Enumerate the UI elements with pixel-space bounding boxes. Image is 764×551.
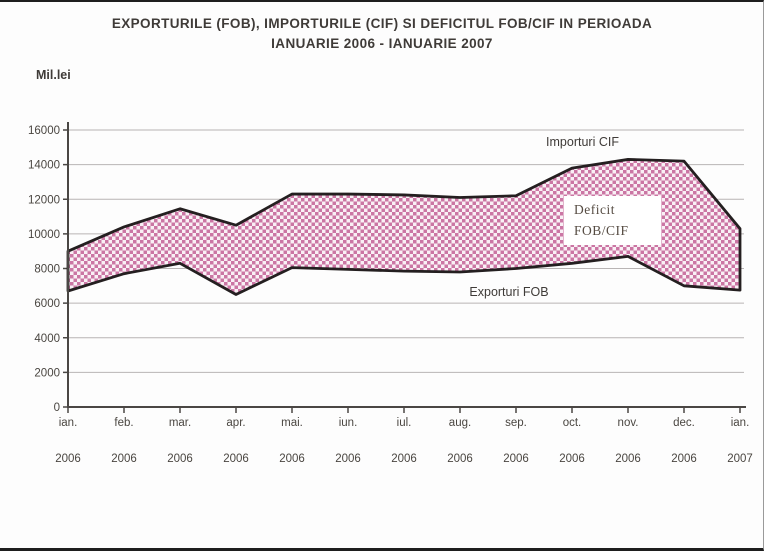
y-tick-label: 10000 — [28, 229, 60, 241]
x-tick-month-label: iul. — [397, 417, 412, 429]
deficit-callout-box: Deficit FOB/CIF — [564, 196, 661, 245]
x-tick-year-label: 2006 — [55, 453, 81, 465]
y-tick-label: 6000 — [34, 298, 60, 310]
exports-series-label: Exporturi FOB — [469, 285, 549, 299]
x-tick-year-label: 2007 — [727, 453, 753, 465]
x-tick-month-label: feb. — [114, 417, 133, 429]
x-tick-month-label: aug. — [449, 417, 471, 429]
y-tick-label: 12000 — [28, 194, 60, 206]
deficit-label-line2: FOB/CIF — [574, 223, 629, 238]
chart-title-line1: EXPORTURILE (FOB), IMPORTURILE (CIF) SI … — [111, 16, 653, 31]
x-tick-month-label: ian. — [59, 417, 78, 429]
x-tick-year-label: 2006 — [559, 453, 585, 465]
x-tick-month-label: mai. — [281, 417, 303, 429]
imports-series-label: Importuri CIF — [546, 135, 619, 149]
x-tick-month-label: iun. — [339, 417, 358, 429]
deficit-band-area — [66, 158, 742, 296]
x-tick-month-label: oct. — [563, 417, 582, 429]
y-tick-label: 8000 — [34, 264, 60, 276]
x-tick-year-label: 2006 — [671, 453, 697, 465]
x-tick-year-label: 2006 — [391, 453, 417, 465]
x-tick-year-label: 2006 — [447, 453, 473, 465]
x-tick-year-label: 2006 — [615, 453, 641, 465]
y-tick-label: 0 — [54, 402, 60, 414]
x-tick-month-label: nov. — [618, 417, 639, 429]
y-tick-label: 14000 — [28, 160, 60, 172]
y-tick-label: 2000 — [34, 367, 60, 379]
x-tick-year-label: 2006 — [503, 453, 529, 465]
x-tick-year-label: 2006 — [223, 453, 249, 465]
x-tick-year-label: 2006 — [167, 453, 193, 465]
y-axis-unit-label: Mil.lei — [36, 68, 71, 82]
x-tick-month-label: dec. — [673, 417, 695, 429]
x-tick-year-label: 2006 — [335, 453, 361, 465]
x-tick-year-label: 2006 — [111, 453, 137, 465]
x-tick-month-label: ian. — [731, 417, 750, 429]
chart-title-line2: IANUARIE 2006 - IANUARIE 2007 — [271, 36, 493, 51]
y-tick-label: 16000 — [28, 125, 60, 137]
deficit-label-line1: Deficit — [574, 202, 615, 217]
x-tick-month-label: apr. — [226, 417, 245, 429]
x-tick-year-label: 2006 — [279, 453, 305, 465]
x-tick-month-label: mar. — [169, 417, 191, 429]
y-tick-label: 4000 — [34, 333, 60, 345]
x-tick-month-label: sep. — [505, 417, 527, 429]
